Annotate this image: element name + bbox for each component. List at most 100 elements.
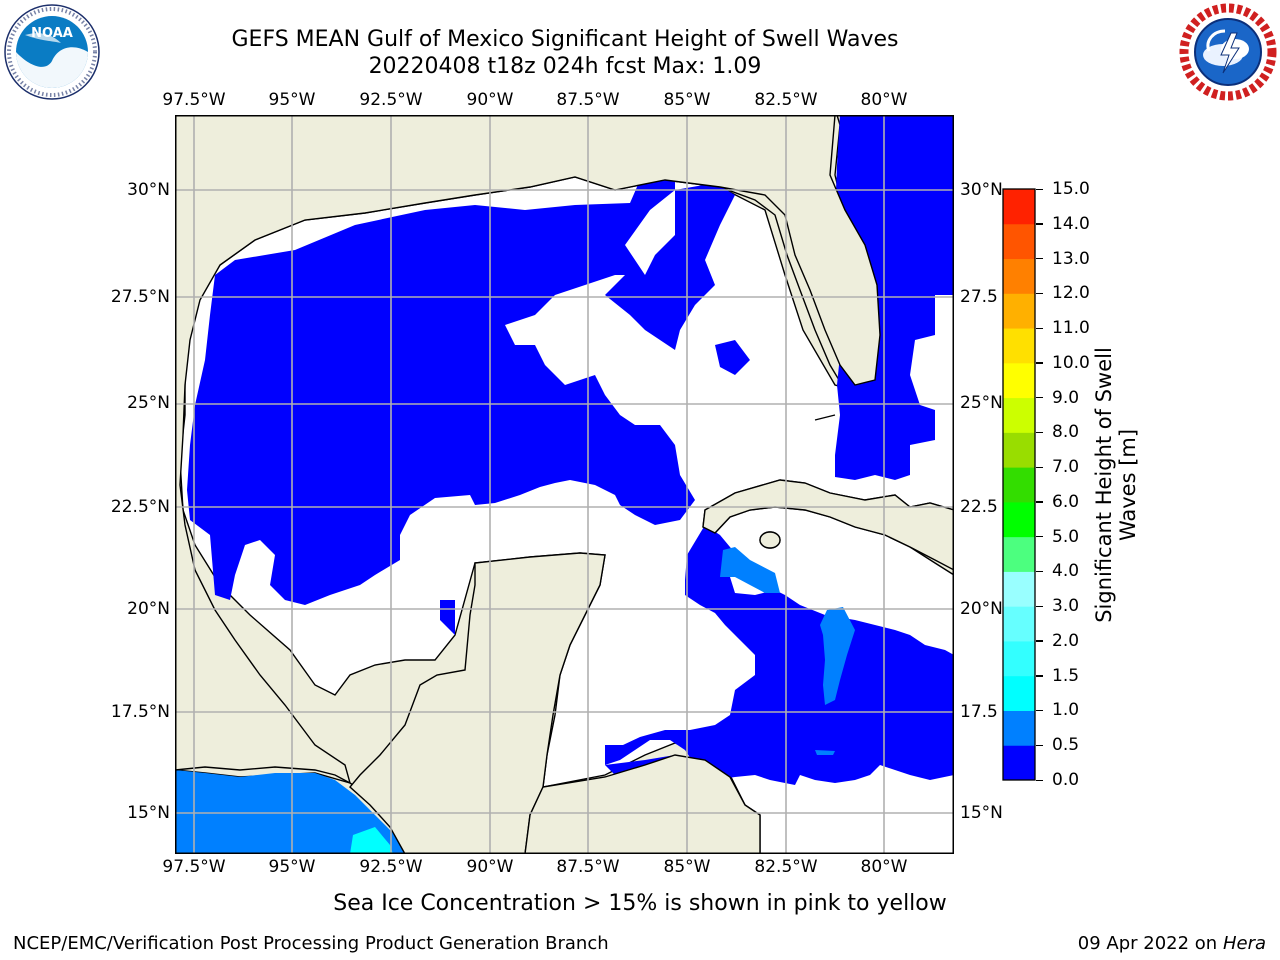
colorbar-segment [1003,328,1035,364]
colorbar-segment [1003,710,1035,746]
lon-label-bottom: 87.5°W [556,857,620,877]
lon-label-top: 80°W [860,90,908,110]
colorbar-tick-mark [1036,570,1043,573]
chart-title: GEFS MEAN Gulf of Mexico Significant Hei… [231,27,899,52]
colorbar-segment [1003,397,1035,433]
colorbar-tick-mark [1036,188,1043,190]
sea-ice-note-text: Sea Ice Concentration > 15% is shown in … [333,891,947,916]
colorbar-segment [1003,362,1035,399]
lat-label-left: 30°N [127,180,170,200]
lat-label-left: 17.5°N [110,702,170,722]
lat-label-right: 15°N [960,803,1003,823]
graticule [175,115,954,854]
colorbar-tick-label: 2.0 [1052,630,1080,651]
colorbar [1002,188,1036,781]
sea-ice-note: Sea Ice Concentration > 15% is shown in … [0,891,1280,916]
colorbar-segment [1003,745,1035,781]
colorbar-tick-label: 10.0 [1052,352,1090,373]
date-host: Hera [1222,933,1266,954]
date-stamp: 09 Apr 2022 on Hera [1078,933,1266,954]
colorbar-tick-label: 1.0 [1052,700,1080,721]
map-frame [175,115,954,854]
colorbar-label-line1: Significant Height of Swell [1092,347,1116,623]
colorbar-tick-mark [1036,675,1043,677]
noaa-logo-text: NOAA [31,26,73,41]
lon-label-bottom: 97.5°W [162,857,226,877]
colorbar-tick-label: 9.0 [1052,387,1080,408]
colorbar-segment [1003,189,1035,225]
lat-label-left: 25°N [127,393,170,413]
colorbar-tick-label: 1.5 [1052,665,1080,686]
lat-label-left: 15°N [127,803,170,823]
colorbar-tick-label: 12.0 [1052,283,1090,304]
swell-0.5-1.0 [175,547,855,854]
swell-1.0-1.5 [350,827,393,854]
colorbar-tick-label: 3.0 [1052,596,1080,617]
colorbar-label: Significant Height of Swell Waves [m] [1092,347,1140,623]
colorbar-tick-mark [1036,327,1043,329]
colorbar-segment [1003,223,1035,260]
lon-label-top: 85°W [663,90,711,110]
land-overlay [175,115,954,854]
nws-logo [1179,3,1277,101]
colorbar-tick-label: 0.0 [1052,770,1080,790]
colorbar-tick-mark [1036,466,1043,468]
colorbar-segment [1003,432,1035,468]
colorbar-tick-mark [1036,223,1043,225]
colorbar-segment [1003,571,1035,607]
colorbar-tick-mark [1036,397,1043,399]
colorbar-tick-label: 14.0 [1052,213,1090,234]
lon-label-bottom: 85°W [663,857,711,877]
lat-label-right: 30°N [960,180,1003,200]
colorbar-tick-label: 8.0 [1052,422,1080,443]
lat-label-left: 20°N [127,599,170,619]
lat-label-right: 22.5 [960,497,998,517]
colorbar-tick-label: 15.0 [1052,179,1090,199]
lat-label-right: 27.5 [960,287,998,307]
colorbar-segment [1003,675,1035,711]
lat-label-right: 17.5 [960,702,998,722]
lat-label-right: 25°N [960,393,1003,413]
colorbar-tick-mark [1036,709,1043,712]
colorbar-segment [1003,501,1035,538]
lon-label-top: 90°W [466,90,514,110]
colorbar-tick-mark [1036,605,1043,607]
lat-label-left: 27.5°N [110,287,170,307]
lon-label-bottom: 82.5°W [754,857,818,877]
colorbar-segment [1003,258,1035,294]
colorbar-tick-mark [1036,536,1043,538]
lon-label-top: 87.5°W [556,90,620,110]
colorbar-segment [1003,640,1035,677]
date-prefix: 09 Apr 2022 on [1077,933,1223,954]
colorbar-tick-label: 11.0 [1052,318,1090,339]
lon-label-top: 82.5°W [754,90,818,110]
colorbar-tick-mark [1036,431,1043,434]
colorbar-label-line2: Waves [m] [1116,428,1140,542]
colorbar-tick-mark [1036,362,1043,364]
colorbar-segment [1003,293,1035,329]
colorbar-tick-mark [1036,501,1043,503]
lat-label-left: 22.5°N [110,497,170,517]
colorbar-tick-mark [1036,258,1043,260]
colorbar-tick-label: 7.0 [1052,457,1080,478]
colorbar-tick-mark [1036,292,1043,295]
lon-label-top: 95°W [268,90,316,110]
noaa-logo: NOAA [4,4,100,100]
colorbar-segment [1003,606,1035,642]
lon-label-bottom: 95°W [268,857,316,877]
lat-label-right: 20°N [960,599,1003,619]
colorbar-tick-mark [1036,640,1043,642]
lon-label-bottom: 80°W [860,857,908,877]
colorbar-segment [1003,536,1035,572]
colorbar-tick-label: 13.0 [1052,248,1090,269]
lon-label-top: 97.5°W [162,90,226,110]
map-plot [175,115,954,854]
lon-label-bottom: 90°W [466,857,514,877]
credit-text: NCEP/EMC/Verification Post Processing Pr… [13,933,609,954]
lon-label-bottom: 92.5°W [359,857,423,877]
colorbar-tick-mark [1036,779,1043,781]
colorbar-segment [1003,467,1035,503]
colorbar-tick-label: 5.0 [1052,526,1080,547]
chart-subtitle: 20220408 t18z 024h fcst Max: 1.09 [368,54,762,79]
colorbar-tick-label: 4.0 [1052,561,1080,582]
